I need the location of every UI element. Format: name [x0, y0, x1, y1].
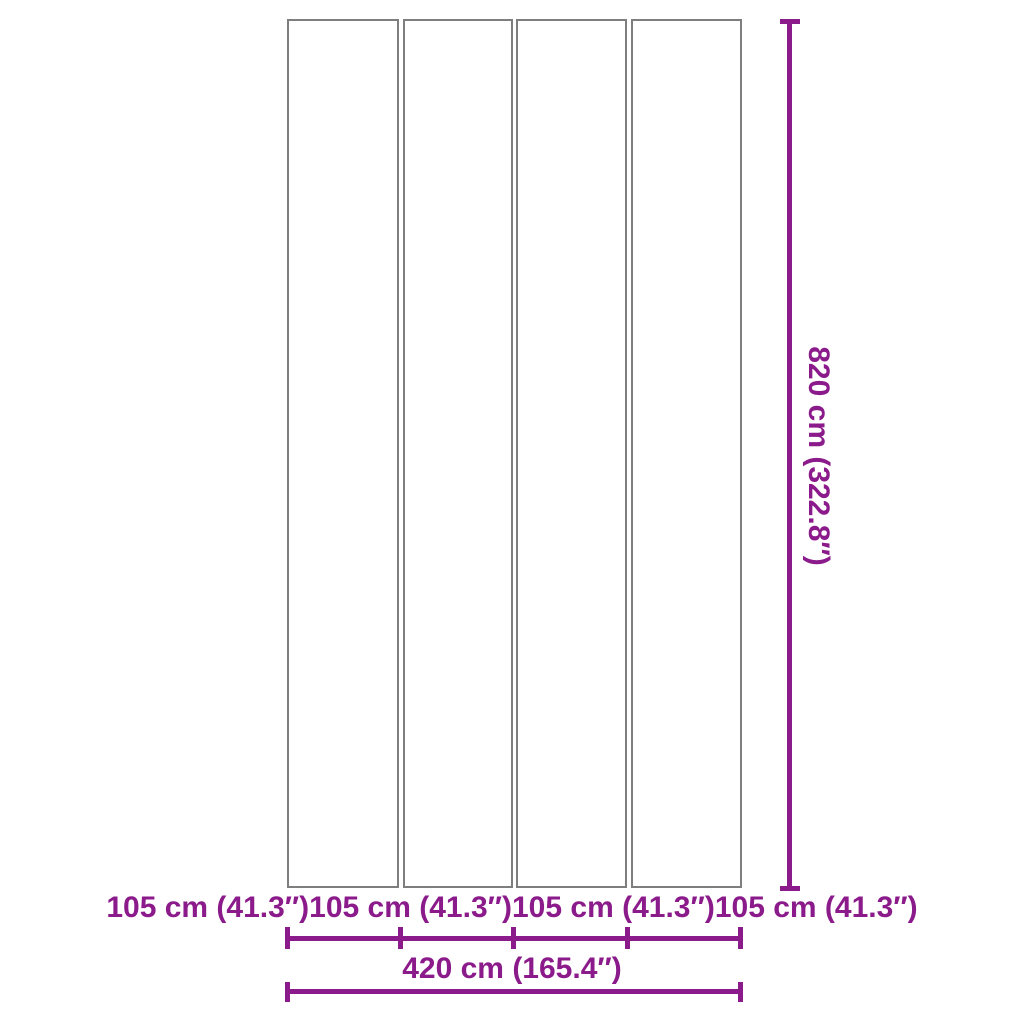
panel-3	[516, 19, 627, 888]
segment-tick-3	[511, 927, 516, 949]
height-dimension-label: 820 cm (322.8″)	[802, 346, 835, 566]
panel-width-label-3: 105 cm (41.3″)	[512, 891, 715, 924]
segment-tick-1	[285, 927, 290, 949]
panel-width-label-4: 105 cm (41.3″)	[714, 891, 918, 924]
panel-4	[631, 19, 742, 888]
panel-1	[287, 19, 399, 888]
height-dimension-cap-top	[780, 19, 800, 24]
total-width-tick-left	[285, 982, 290, 1002]
panel-width-label-2: 105 cm (41.3″)	[309, 891, 512, 924]
panel-2	[403, 19, 513, 888]
height-dimension-cap-bottom	[780, 886, 800, 891]
segment-tick-2	[398, 927, 403, 949]
panel-width-label-1: 105 cm (41.3″)	[106, 891, 310, 924]
total-width-tick-right	[738, 982, 743, 1002]
segment-tick-5	[738, 927, 743, 949]
total-width-dimension-line	[287, 989, 740, 994]
total-width-label: 420 cm (165.4″)	[402, 952, 622, 985]
height-dimension-line	[787, 20, 792, 891]
panel-width-labels-row: 105 cm (41.3″) 105 cm (41.3″) 105 cm (41…	[0, 892, 1024, 924]
segment-tick-4	[625, 927, 630, 949]
